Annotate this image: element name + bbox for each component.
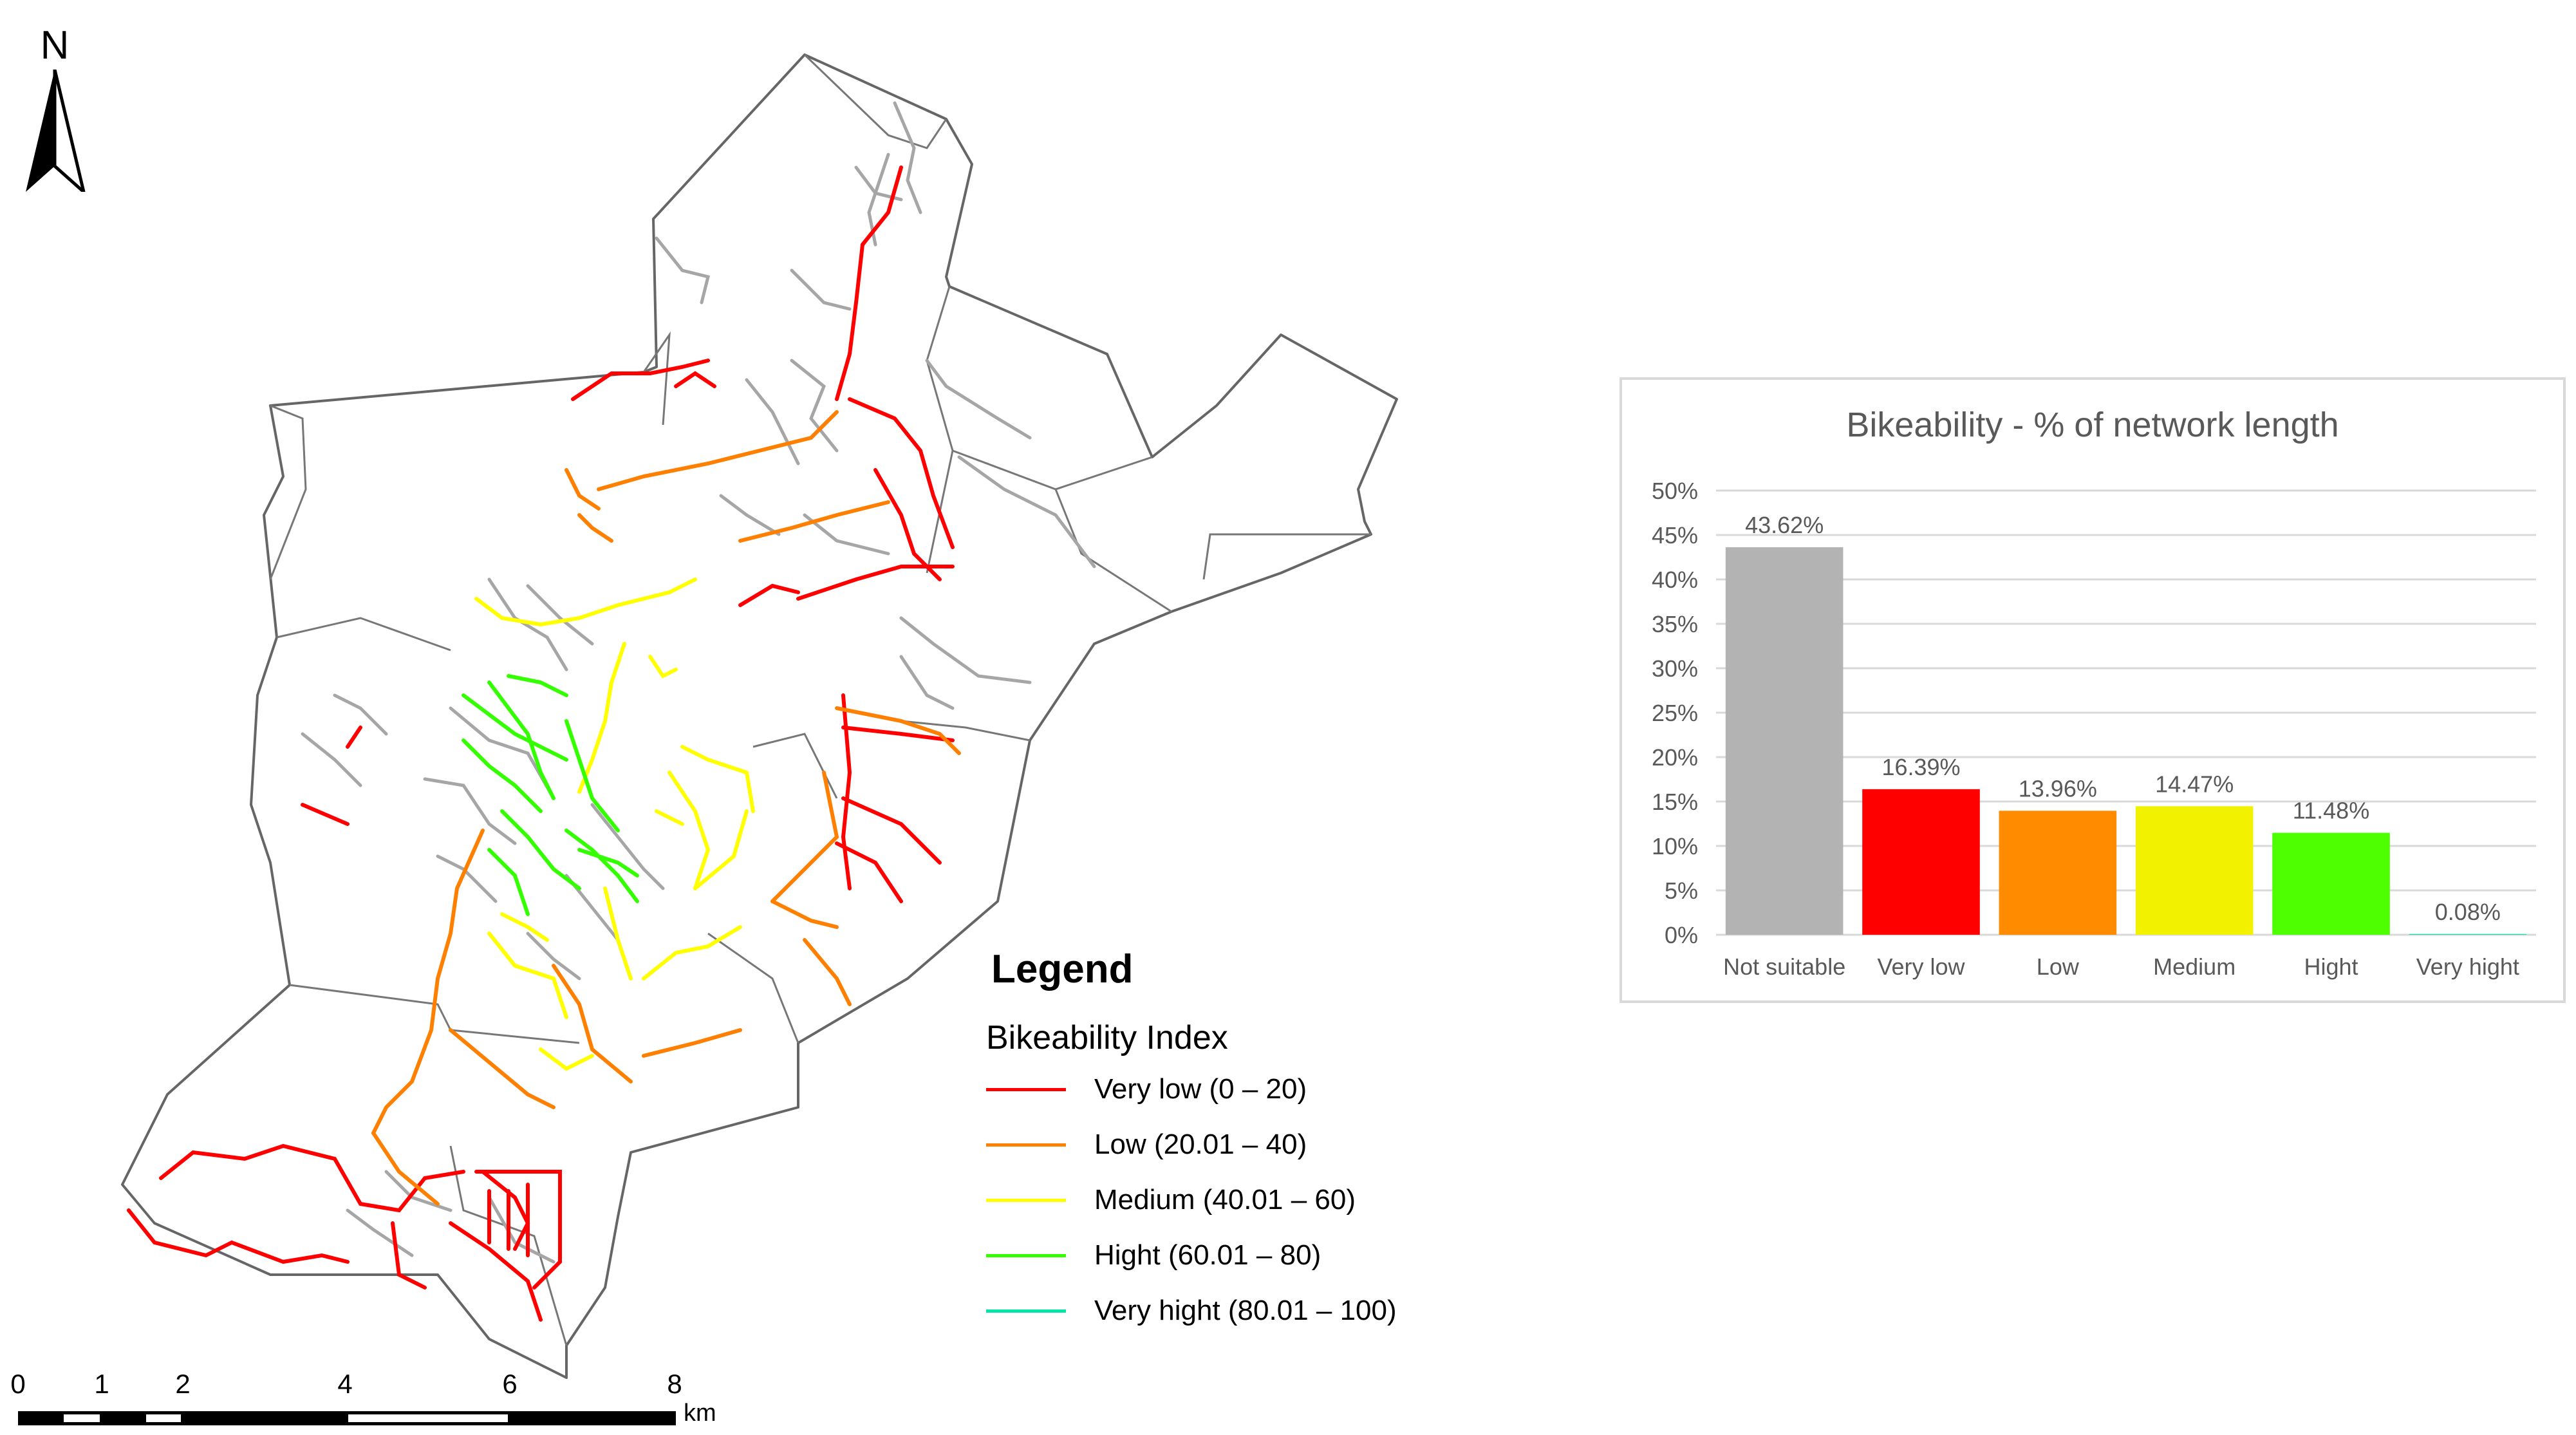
- chart-bar: [2272, 832, 2390, 935]
- chart-title: Bikeability - % of network length: [1846, 406, 2338, 444]
- north-label: N: [40, 23, 70, 68]
- y-tick-label: 15%: [1652, 789, 1698, 815]
- y-tick-label: 0%: [1665, 922, 1698, 948]
- scale-label: 0: [10, 1369, 26, 1399]
- legend-label: Medium (40.01 – 60): [1094, 1184, 1356, 1215]
- scale-label: 6: [502, 1369, 518, 1399]
- x-tick-label: Medium: [2153, 953, 2235, 980]
- scale-segment: [510, 1411, 676, 1425]
- district-boundaries: [269, 53, 1371, 1346]
- legend-swatch: [986, 1143, 1066, 1147]
- chart-data-labels: 43.62% 16.39% 13.96% 14.47% 11.48% 0.08%: [1745, 512, 2501, 925]
- x-tick-label: Not suitable: [1723, 953, 1845, 980]
- legend-label: Very hight (80.01 – 100): [1094, 1295, 1397, 1326]
- legend-item-very-low: Very low (0 – 20): [986, 1070, 1475, 1109]
- chart-bar: [1725, 547, 1843, 935]
- legend-item-medium: Medium (40.01 – 60): [986, 1181, 1475, 1219]
- y-tick-label: 10%: [1652, 833, 1698, 859]
- roads-low: [371, 410, 961, 1206]
- bikeability-map: [121, 53, 1398, 1379]
- x-tick-label: Very low: [1877, 953, 1965, 980]
- scale-segment: [183, 1411, 346, 1425]
- roads-very-low: [127, 165, 955, 1322]
- data-label: 13.96%: [2019, 775, 2097, 802]
- legend-label: Low (20.01 – 40): [1094, 1129, 1307, 1160]
- chart-bar: [2409, 933, 2527, 935]
- scale-segment: [102, 1411, 143, 1425]
- scale-segment: [143, 1411, 184, 1425]
- scale-segment: [18, 1411, 61, 1425]
- legend-swatch: [986, 1088, 1066, 1091]
- y-tick-label: 5%: [1665, 877, 1698, 904]
- x-tick-label: Hight: [2304, 953, 2358, 980]
- y-tick-label: 35%: [1652, 611, 1698, 637]
- data-label: 14.47%: [2155, 771, 2234, 797]
- bikeability-chart: Bikeability - % of network length 0% 5% 10…: [1619, 377, 2566, 1003]
- scale-label: 8: [667, 1369, 682, 1399]
- north-arrow-icon: [26, 70, 86, 192]
- legend-subtitle: Bikeability Index: [986, 1019, 1228, 1056]
- y-tick-label: 20%: [1652, 744, 1698, 771]
- data-label: 11.48%: [2293, 798, 2369, 824]
- y-tick-label: 30%: [1652, 655, 1698, 682]
- scale-bar: 0 1 2 4 6 8 km: [0, 1358, 747, 1429]
- chart-svg: Bikeability - % of network length 0% 5% 10…: [1652, 406, 2536, 980]
- legend-title: Legend: [991, 947, 1134, 991]
- legend-item-low: Low (20.01 – 40): [986, 1125, 1475, 1164]
- legend-item-hight: Hight (60.01 – 80): [986, 1236, 1475, 1275]
- scale-label: 1: [94, 1369, 109, 1399]
- scale-label: 2: [175, 1369, 191, 1399]
- x-tick-label: Very hight: [2416, 953, 2519, 980]
- y-tick-label: 50%: [1652, 478, 1698, 504]
- y-tick-label: 40%: [1652, 567, 1698, 593]
- legend-label: Hight (60.01 – 80): [1094, 1239, 1321, 1271]
- y-tick-label: 25%: [1652, 700, 1698, 726]
- chart-bar: [1862, 789, 1980, 935]
- legend-swatch: [986, 1254, 1066, 1257]
- scale-label: 4: [337, 1369, 353, 1399]
- chart-bar: [1999, 811, 2117, 935]
- x-tick-label: Low: [2037, 953, 2080, 980]
- chart-gridlines: [1716, 489, 2536, 936]
- north-arrow: N: [19, 23, 90, 192]
- chart-y-axis: 0% 5% 10% 15% 20% 25% 30% 35% 40% 45% 50%: [1652, 478, 1698, 948]
- legend-item-very-hight: Very hight (80.01 – 100): [986, 1291, 1475, 1330]
- data-label: 43.62%: [1745, 512, 1824, 538]
- chart-x-axis: Not suitable Very low Low Medium Hight Very h…: [1723, 953, 2519, 980]
- roads-hight: [462, 674, 639, 916]
- data-label: 16.39%: [1881, 754, 1960, 780]
- study-area-boundary: [121, 53, 1398, 1379]
- legend-label: Very low (0 – 20): [1094, 1073, 1307, 1105]
- data-label: 0.08%: [2435, 899, 2501, 925]
- chart-bars: [1725, 547, 2527, 935]
- legend-swatch: [986, 1309, 1066, 1313]
- map-legend: Legend Bikeability Index Very low (0 – 2…: [978, 946, 1468, 1358]
- scale-unit: km: [684, 1400, 716, 1427]
- roads-not-suitable: [301, 101, 1096, 1264]
- chart-bar: [2135, 806, 2254, 935]
- roads-medium: [474, 577, 755, 1071]
- y-tick-label: 45%: [1652, 522, 1698, 549]
- scale-segment: [61, 1411, 103, 1425]
- legend-swatch: [986, 1199, 1066, 1202]
- scale-segment: [345, 1411, 511, 1425]
